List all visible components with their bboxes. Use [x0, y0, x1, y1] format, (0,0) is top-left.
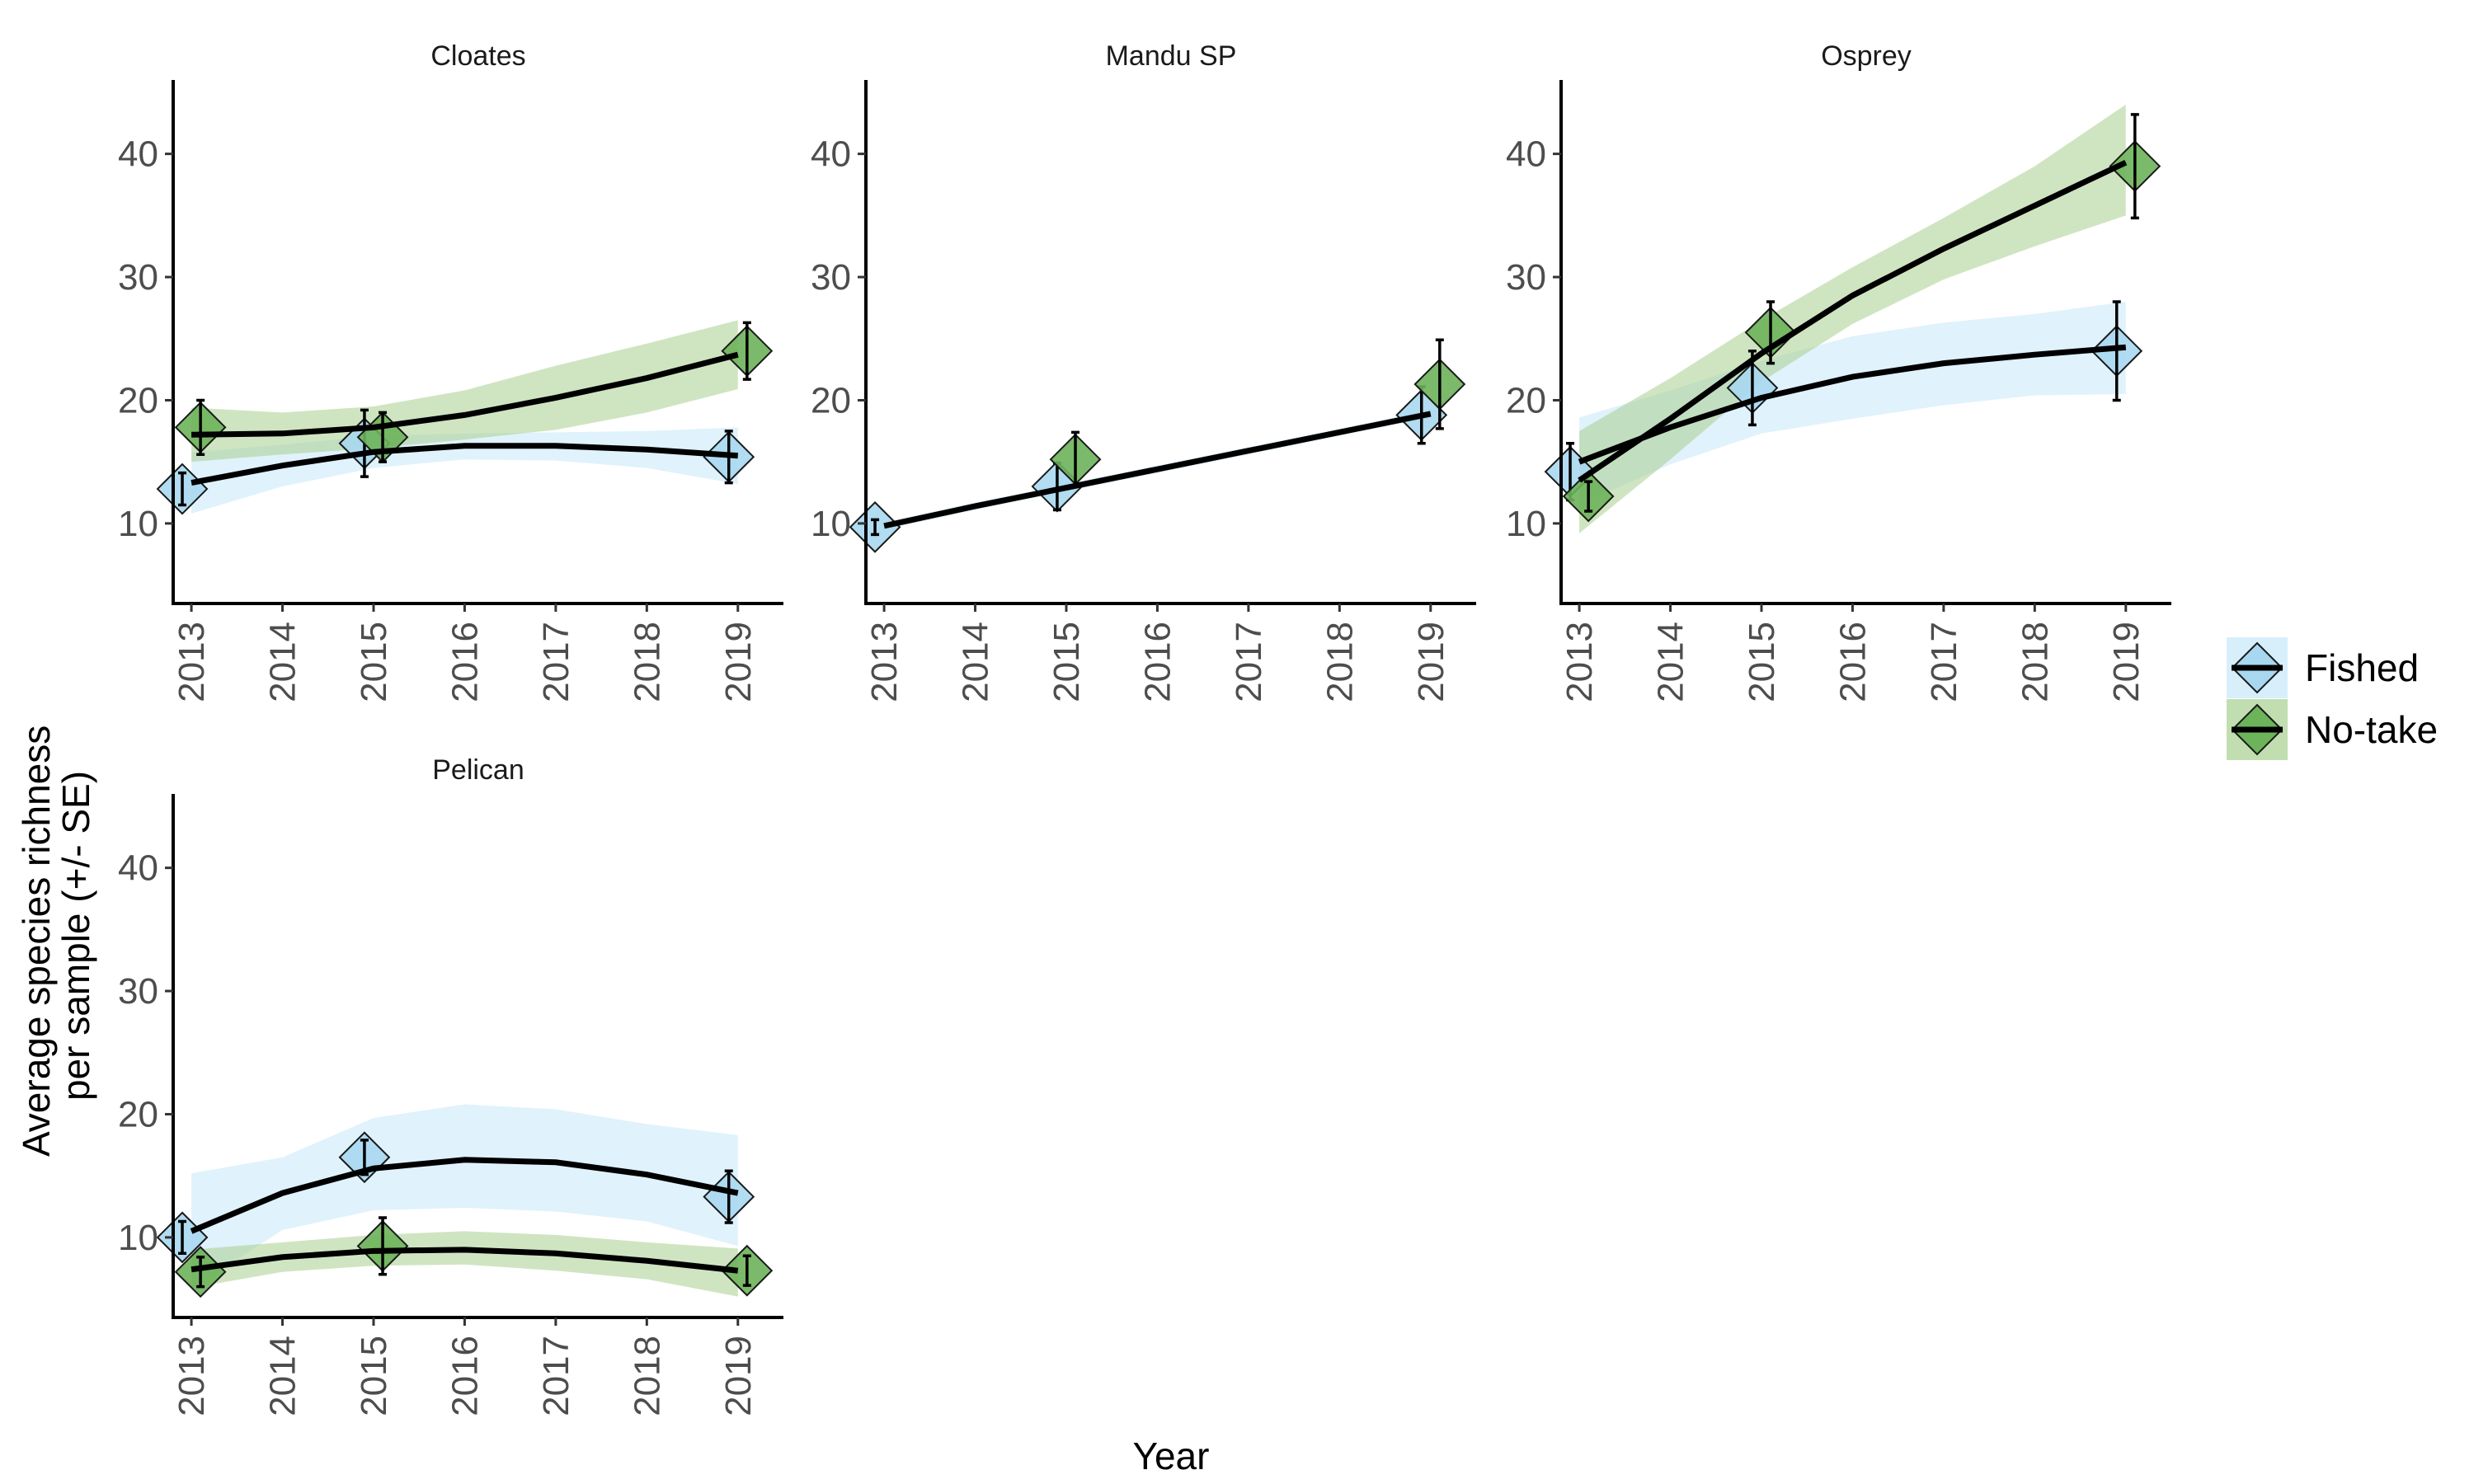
- y-tick-label: 10: [118, 1218, 158, 1258]
- x-tick-label: 2013: [172, 622, 212, 702]
- y-tick-label: 40: [811, 134, 851, 175]
- error-bar-no-take: [2130, 113, 2139, 220]
- panel-title: Mandu SP: [1106, 40, 1237, 72]
- axis-lines: [1559, 80, 2171, 605]
- y-tick-label: 40: [118, 134, 158, 175]
- error-bar-no-take: [742, 321, 751, 381]
- fit-line-fished: [190, 1157, 739, 1234]
- panel-title: Cloates: [430, 40, 525, 72]
- axis-lines: [172, 794, 783, 1319]
- x-tick-label: 2016: [444, 1336, 485, 1416]
- y-tick-label: 30: [1506, 257, 1546, 298]
- error-bar-fished: [178, 1219, 187, 1256]
- x-tick-label: 2017: [536, 1336, 576, 1416]
- axis-lines: [864, 80, 1476, 605]
- x-tick-label: 2015: [1742, 622, 1782, 702]
- x-tick-label: 2018: [627, 1336, 667, 1416]
- panel-cloates: Cloates 10 20 30 40 2013 2014 2015 2016 2017 2018 2…: [118, 40, 783, 702]
- confidence-band-no-take: [1579, 104, 2126, 533]
- y-tick-label: 10: [811, 504, 851, 544]
- fit-line-fished: [1578, 344, 2127, 465]
- error-bar-fished: [2112, 300, 2121, 402]
- error-bar-fished: [871, 518, 880, 537]
- x-tick-label: 2019: [718, 622, 759, 702]
- y-axis-title: Average species richness per sample (+/-…: [15, 715, 97, 1157]
- x-tick-label: 2018: [1319, 622, 1360, 702]
- panel-title: Osprey: [1821, 40, 1912, 72]
- y-tick-label: 10: [1506, 504, 1546, 544]
- y-tick-label: 40: [118, 848, 158, 889]
- x-tick-label: 2019: [1411, 622, 1451, 702]
- x-tick-label: 2016: [1137, 622, 1178, 702]
- x-tick-label: 2017: [536, 622, 576, 702]
- fit-line-no-take: [190, 1247, 739, 1274]
- error-bar-no-take: [196, 398, 205, 456]
- y-tick-label: 30: [118, 257, 158, 298]
- x-tick-label: 2018: [2015, 622, 2055, 702]
- y-axis-title-line-1: Average species richness: [15, 726, 58, 1157]
- error-bar-no-take: [1766, 300, 1776, 365]
- x-tick-label: 2014: [263, 622, 303, 702]
- x-tick-label: 2018: [627, 622, 667, 702]
- y-axis-title-line-2: per sample (+/- SE): [54, 771, 97, 1101]
- panel-osprey: Osprey 10 20 30 40 2013 2014 2015 2016 2017 2018 20…: [1506, 40, 2171, 702]
- x-tick-label: 2017: [1924, 622, 1964, 702]
- x-tick-label: 2015: [354, 1336, 394, 1416]
- x-tick-label: 2015: [1047, 622, 1087, 702]
- error-bar-fished: [178, 471, 187, 507]
- error-bar-no-take: [379, 1216, 388, 1276]
- x-tick-label: 2014: [263, 1336, 303, 1416]
- x-tick-label: 2013: [864, 622, 905, 702]
- x-tick-label: 2014: [956, 622, 996, 702]
- y-tick-label: 10: [118, 504, 158, 544]
- error-bar-fished: [724, 1169, 733, 1224]
- panel-pelican: Pelican 10 20 30 40 2013 2014 2015 2016 2017 2018 2…: [118, 754, 783, 1416]
- x-tick-label: 2013: [1559, 622, 1600, 702]
- y-tick-label: 30: [118, 971, 158, 1012]
- x-tick-label: 2019: [2106, 622, 2147, 702]
- confidence-band-no-take: [191, 320, 738, 463]
- panel-mandu-sp: Mandu SP 10 20 30 40 2013 2014 2015 2016 2017 2018…: [811, 40, 1476, 702]
- fit-line-no-take: [191, 351, 739, 438]
- x-tick-label: 2016: [1832, 622, 1873, 702]
- y-tick-label: 20: [811, 380, 851, 420]
- error-bar-no-take: [196, 1256, 205, 1289]
- confidence-band-fished: [1579, 301, 2126, 505]
- confidence-band-no-take: [191, 1231, 738, 1297]
- x-tick-label: 2014: [1651, 622, 1691, 702]
- y-tick-label: 40: [1506, 134, 1546, 175]
- legend: Fished No-take: [2227, 637, 2438, 760]
- legend-label-no-take: No-take: [2305, 708, 2438, 751]
- y-tick-label: 30: [811, 257, 851, 298]
- error-bar-no-take: [1584, 480, 1593, 513]
- confidence-band-fished: [191, 1104, 738, 1289]
- facet-panels: Cloates 10 20 30 40 2013 2014 2015 2016 2017 2018 2…: [118, 40, 2171, 1416]
- y-tick-label: 20: [1506, 380, 1546, 420]
- x-tick-label: 2016: [444, 622, 485, 702]
- x-tick-label: 2019: [718, 1336, 759, 1416]
- legend-label-fished: Fished: [2305, 646, 2419, 689]
- error-bar-no-take: [1435, 338, 1444, 430]
- y-tick-label: 20: [118, 1094, 158, 1134]
- axis-lines: [172, 80, 783, 605]
- fit-line-fished: [190, 443, 739, 486]
- panel-title: Pelican: [432, 754, 524, 786]
- y-tick-label: 20: [118, 380, 158, 420]
- x-axis-title: Year: [1133, 1435, 1210, 1477]
- fit-line-fished: [883, 411, 1432, 529]
- error-bar-no-take: [742, 1254, 751, 1287]
- x-tick-label: 2015: [354, 622, 394, 702]
- x-tick-label: 2017: [1229, 622, 1269, 702]
- fit-line-no-take: [1578, 159, 2128, 483]
- x-tick-label: 2013: [172, 1336, 212, 1416]
